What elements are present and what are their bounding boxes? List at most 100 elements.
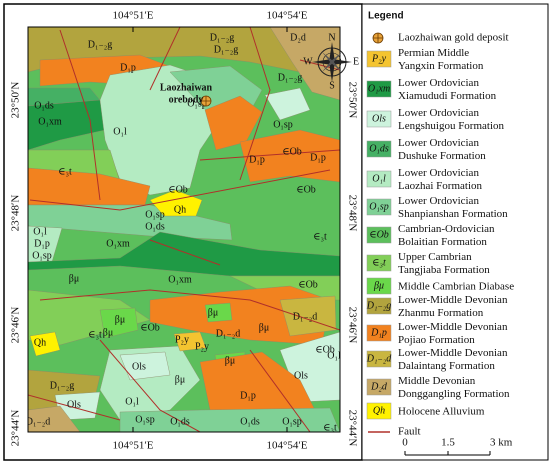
unit-label: D₁₋₂g <box>214 44 238 55</box>
legend-swatch <box>366 170 392 188</box>
unit-label: D₁₋₂d <box>216 328 240 339</box>
unit-label: D₁p <box>240 390 256 401</box>
unit-area <box>279 295 337 337</box>
legend-label: Bolaitian Formation <box>398 236 487 248</box>
legend-swatch <box>366 140 392 158</box>
unit-label: βμ <box>208 307 218 318</box>
unit-label: D₁₋₂d <box>26 416 50 427</box>
legend-symbol: D₁p <box>370 327 387 338</box>
longitude-label: 104°54′E <box>266 10 307 22</box>
legend-label: Tangjiaba Formation <box>398 264 490 276</box>
unit-label: D₁p <box>249 154 265 165</box>
fault-line <box>39 289 340 331</box>
unit-label: D₁₋₂g <box>210 32 234 43</box>
legend-symbol: P₂y <box>371 53 387 64</box>
map-border <box>27 26 341 433</box>
fault-line <box>29 169 331 211</box>
unit-area <box>269 27 340 101</box>
fault-line <box>239 27 271 181</box>
unit-label: O₁sp <box>135 414 155 425</box>
unit-area <box>239 129 340 183</box>
legend-swatch <box>366 50 392 68</box>
legend-swatch <box>366 226 392 244</box>
legend-swatch <box>366 277 392 295</box>
unit-label: Ols <box>132 361 146 372</box>
legend-swatch <box>366 297 392 315</box>
legend-symbol: ∈Ob <box>369 229 389 240</box>
gold-deposit-icon <box>200 95 212 107</box>
legend-label: Laozhai Formation <box>398 180 483 192</box>
unit-area <box>29 331 61 357</box>
longitude-label: 104°51′E <box>112 440 153 452</box>
legend-label: Middle Cambrian Diabase <box>398 281 514 293</box>
legend-label: Xiamududi Formation <box>398 90 497 102</box>
unit-label: O₁sp <box>187 98 207 109</box>
unit-label: O₁sp <box>32 250 52 261</box>
unit-area <box>28 231 340 277</box>
unit-label: ∈Ob <box>296 184 316 195</box>
unit-label: D₁₋₂g <box>50 380 74 391</box>
unit-area <box>204 95 263 151</box>
unit-label: D₁p <box>34 238 50 249</box>
latitude-label: 23°46′N <box>346 307 358 344</box>
latitude-label: 23°48′N <box>10 195 22 232</box>
legend-label: Lengshuigou Formation <box>398 120 505 132</box>
unit-area <box>28 99 106 151</box>
fault-line <box>149 27 181 91</box>
legend-label: Yangxin Formation <box>398 60 484 72</box>
unit-label: O₁l <box>33 226 47 237</box>
gold-deposit-cross <box>373 33 383 43</box>
unit-area <box>264 87 311 121</box>
fault-line <box>99 339 201 432</box>
unit-label: D₁₋₂d <box>293 311 317 322</box>
legend-label: Lower-Middle Devonian <box>398 347 508 359</box>
unit-label: ∈₃t <box>323 422 337 433</box>
unit-label: O₁sp <box>282 416 302 427</box>
legend-label: Dushuke Formation <box>398 150 486 162</box>
unit-label: ∈₃t <box>58 166 72 177</box>
compass <box>312 42 352 82</box>
unit-label: ∈₃t <box>88 329 102 340</box>
unit-label: βμ <box>103 327 113 338</box>
legend-label: Holocene Alluvium <box>398 406 485 418</box>
legend-label: Donggangling Formation <box>398 388 510 400</box>
unit-label: O₁xm <box>168 274 192 285</box>
legend-label: Shanpianshan Formation <box>398 208 508 220</box>
unit-label: ∈₃t <box>313 231 327 242</box>
unit-label: O₁ds <box>240 416 260 427</box>
unit-label: ∈Ob <box>168 184 188 195</box>
unit-area <box>99 307 139 339</box>
unit-label: βμ <box>175 374 185 385</box>
scale-label: 0 <box>402 437 408 449</box>
latitude-label: 23°48′N <box>346 195 358 232</box>
legend-label: Permian Middle <box>398 47 469 59</box>
gold-deposit-icon <box>372 32 384 44</box>
unit-label: ∈Ob <box>315 344 335 355</box>
unit-area <box>173 331 207 352</box>
legend-swatch <box>366 198 392 216</box>
legend-symbol: βμ <box>373 280 384 291</box>
legend-title: Legend <box>368 11 404 22</box>
unit-label: O₁xm <box>106 238 130 249</box>
unit-label: O₁xm <box>38 116 62 127</box>
unit-label: D₁p <box>120 62 136 73</box>
unit-label: D₁₋₂g <box>88 39 112 50</box>
compass-letter: S <box>329 80 335 91</box>
legend-label: Lower Ordovician <box>398 77 479 89</box>
latitude-label: 23°44′N <box>346 410 358 447</box>
scale-label: 3 km <box>490 437 513 449</box>
legend-symbol: ∈₃t <box>372 257 386 268</box>
latitude-label: 23°46′N <box>10 307 22 344</box>
unit-label: O₁ds <box>170 416 190 427</box>
legend-symbol: D₁₋₂d <box>366 353 392 364</box>
unit-label: P₂y <box>195 341 209 352</box>
unit-label: Qh <box>174 204 186 215</box>
legend-swatch <box>366 80 392 98</box>
legend-swatch <box>366 378 392 396</box>
legend-symbol: O₁sp <box>369 201 389 212</box>
legend-label: Lower Ordovician <box>398 137 479 149</box>
unit-label: O₁sp <box>145 209 165 220</box>
legend-symbol: O₁ds <box>369 143 389 154</box>
legend-label: Lower Ordovician <box>398 107 479 119</box>
scale-label: 1.5 <box>441 437 455 449</box>
